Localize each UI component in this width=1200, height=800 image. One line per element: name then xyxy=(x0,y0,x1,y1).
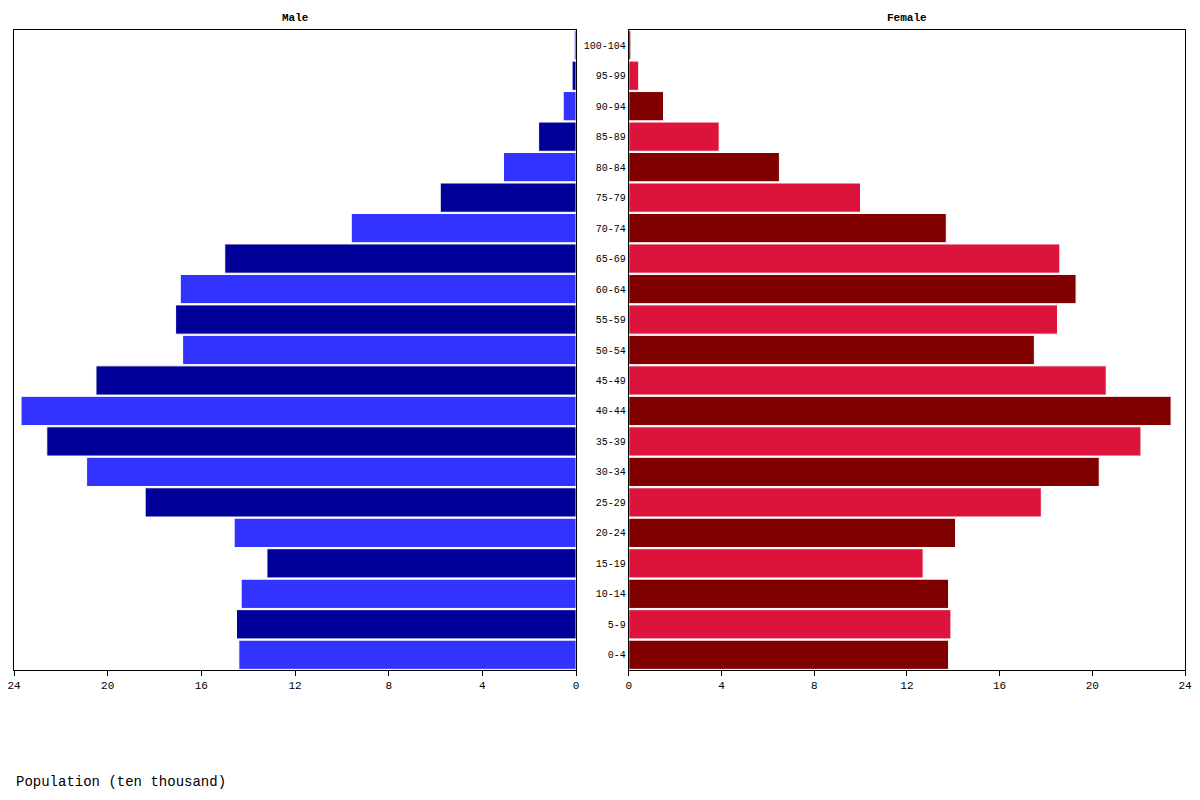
svg-text:Population (ten thousand): Population (ten thousand) xyxy=(16,774,226,790)
svg-text:20: 20 xyxy=(101,680,114,692)
svg-text:95-99: 95-99 xyxy=(596,71,626,82)
svg-text:40-44: 40-44 xyxy=(596,406,626,417)
svg-text:100-104: 100-104 xyxy=(584,41,626,52)
svg-text:12: 12 xyxy=(900,680,913,692)
svg-text:90-94: 90-94 xyxy=(596,102,626,113)
svg-text:20: 20 xyxy=(1086,680,1099,692)
svg-text:16: 16 xyxy=(993,680,1006,692)
svg-text:0: 0 xyxy=(625,680,632,692)
svg-text:15-19: 15-19 xyxy=(596,559,626,570)
svg-text:Female: Female xyxy=(887,12,927,24)
svg-text:24: 24 xyxy=(7,680,21,692)
svg-text:45-49: 45-49 xyxy=(596,376,626,387)
svg-text:30-34: 30-34 xyxy=(596,467,626,478)
svg-text:85-89: 85-89 xyxy=(596,132,626,143)
svg-text:8: 8 xyxy=(811,680,818,692)
svg-text:10-14: 10-14 xyxy=(596,589,626,600)
svg-text:5-9: 5-9 xyxy=(608,620,626,631)
svg-text:4: 4 xyxy=(479,680,486,692)
svg-text:25-29: 25-29 xyxy=(596,498,626,509)
svg-text:75-79: 75-79 xyxy=(596,193,626,204)
svg-text:60-64: 60-64 xyxy=(596,285,626,296)
svg-text:24: 24 xyxy=(1178,680,1192,692)
svg-text:20-24: 20-24 xyxy=(596,528,626,539)
svg-text:4: 4 xyxy=(718,680,725,692)
svg-text:50-54: 50-54 xyxy=(596,346,626,357)
svg-text:8: 8 xyxy=(385,680,392,692)
svg-text:16: 16 xyxy=(195,680,208,692)
svg-text:0-4: 0-4 xyxy=(608,650,626,661)
svg-text:70-74: 70-74 xyxy=(596,224,626,235)
svg-text:55-59: 55-59 xyxy=(596,315,626,326)
svg-text:Male: Male xyxy=(282,12,309,24)
svg-text:65-69: 65-69 xyxy=(596,254,626,265)
svg-text:35-39: 35-39 xyxy=(596,437,626,448)
svg-text:0: 0 xyxy=(573,680,580,692)
svg-text:12: 12 xyxy=(288,680,301,692)
svg-text:80-84: 80-84 xyxy=(596,163,626,174)
